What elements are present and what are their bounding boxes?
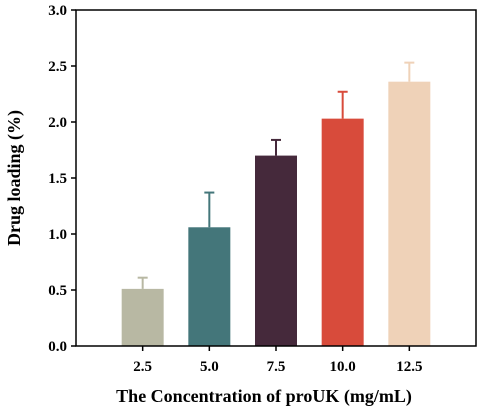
y-tick-label-1.5: 1.5 <box>48 171 67 187</box>
y-tick-label-2.0: 2.0 <box>48 115 67 131</box>
x-tick-label-2.5: 2.5 <box>133 359 152 375</box>
y-ticks-layer: 0.0 0.5 1.0 1.5 2.0 2.5 3.0 <box>48 3 76 355</box>
bar-2.5 <box>121 288 164 346</box>
x-ticks-layer: 2.5 5.0 7.5 10.0 12.5 <box>133 346 422 375</box>
bars-layer <box>121 81 431 347</box>
bar-12.5 <box>388 81 431 347</box>
x-tick-label-10.0: 10.0 <box>330 359 356 375</box>
y-tick-label-1.0: 1.0 <box>48 227 67 243</box>
y-tick-label-3.0: 3.0 <box>48 3 67 19</box>
bar-7.5 <box>255 155 297 346</box>
x-axis-title: The Concentration of proUK (mg/mL) <box>116 386 412 407</box>
x-tick-label-7.5: 7.5 <box>267 359 286 375</box>
x-tick-label-12.5: 12.5 <box>396 359 422 375</box>
x-tick-label-5.0: 5.0 <box>200 359 219 375</box>
y-tick-label-0.5: 0.5 <box>48 283 67 299</box>
bar-5.0 <box>188 227 231 346</box>
bar-10.0 <box>321 118 364 346</box>
y-tick-label-0.0: 0.0 <box>48 339 67 355</box>
y-tick-label-2.5: 2.5 <box>48 59 67 75</box>
y-axis-title: Drug loading (%) <box>4 110 25 246</box>
error-bars-layer <box>137 61 415 289</box>
